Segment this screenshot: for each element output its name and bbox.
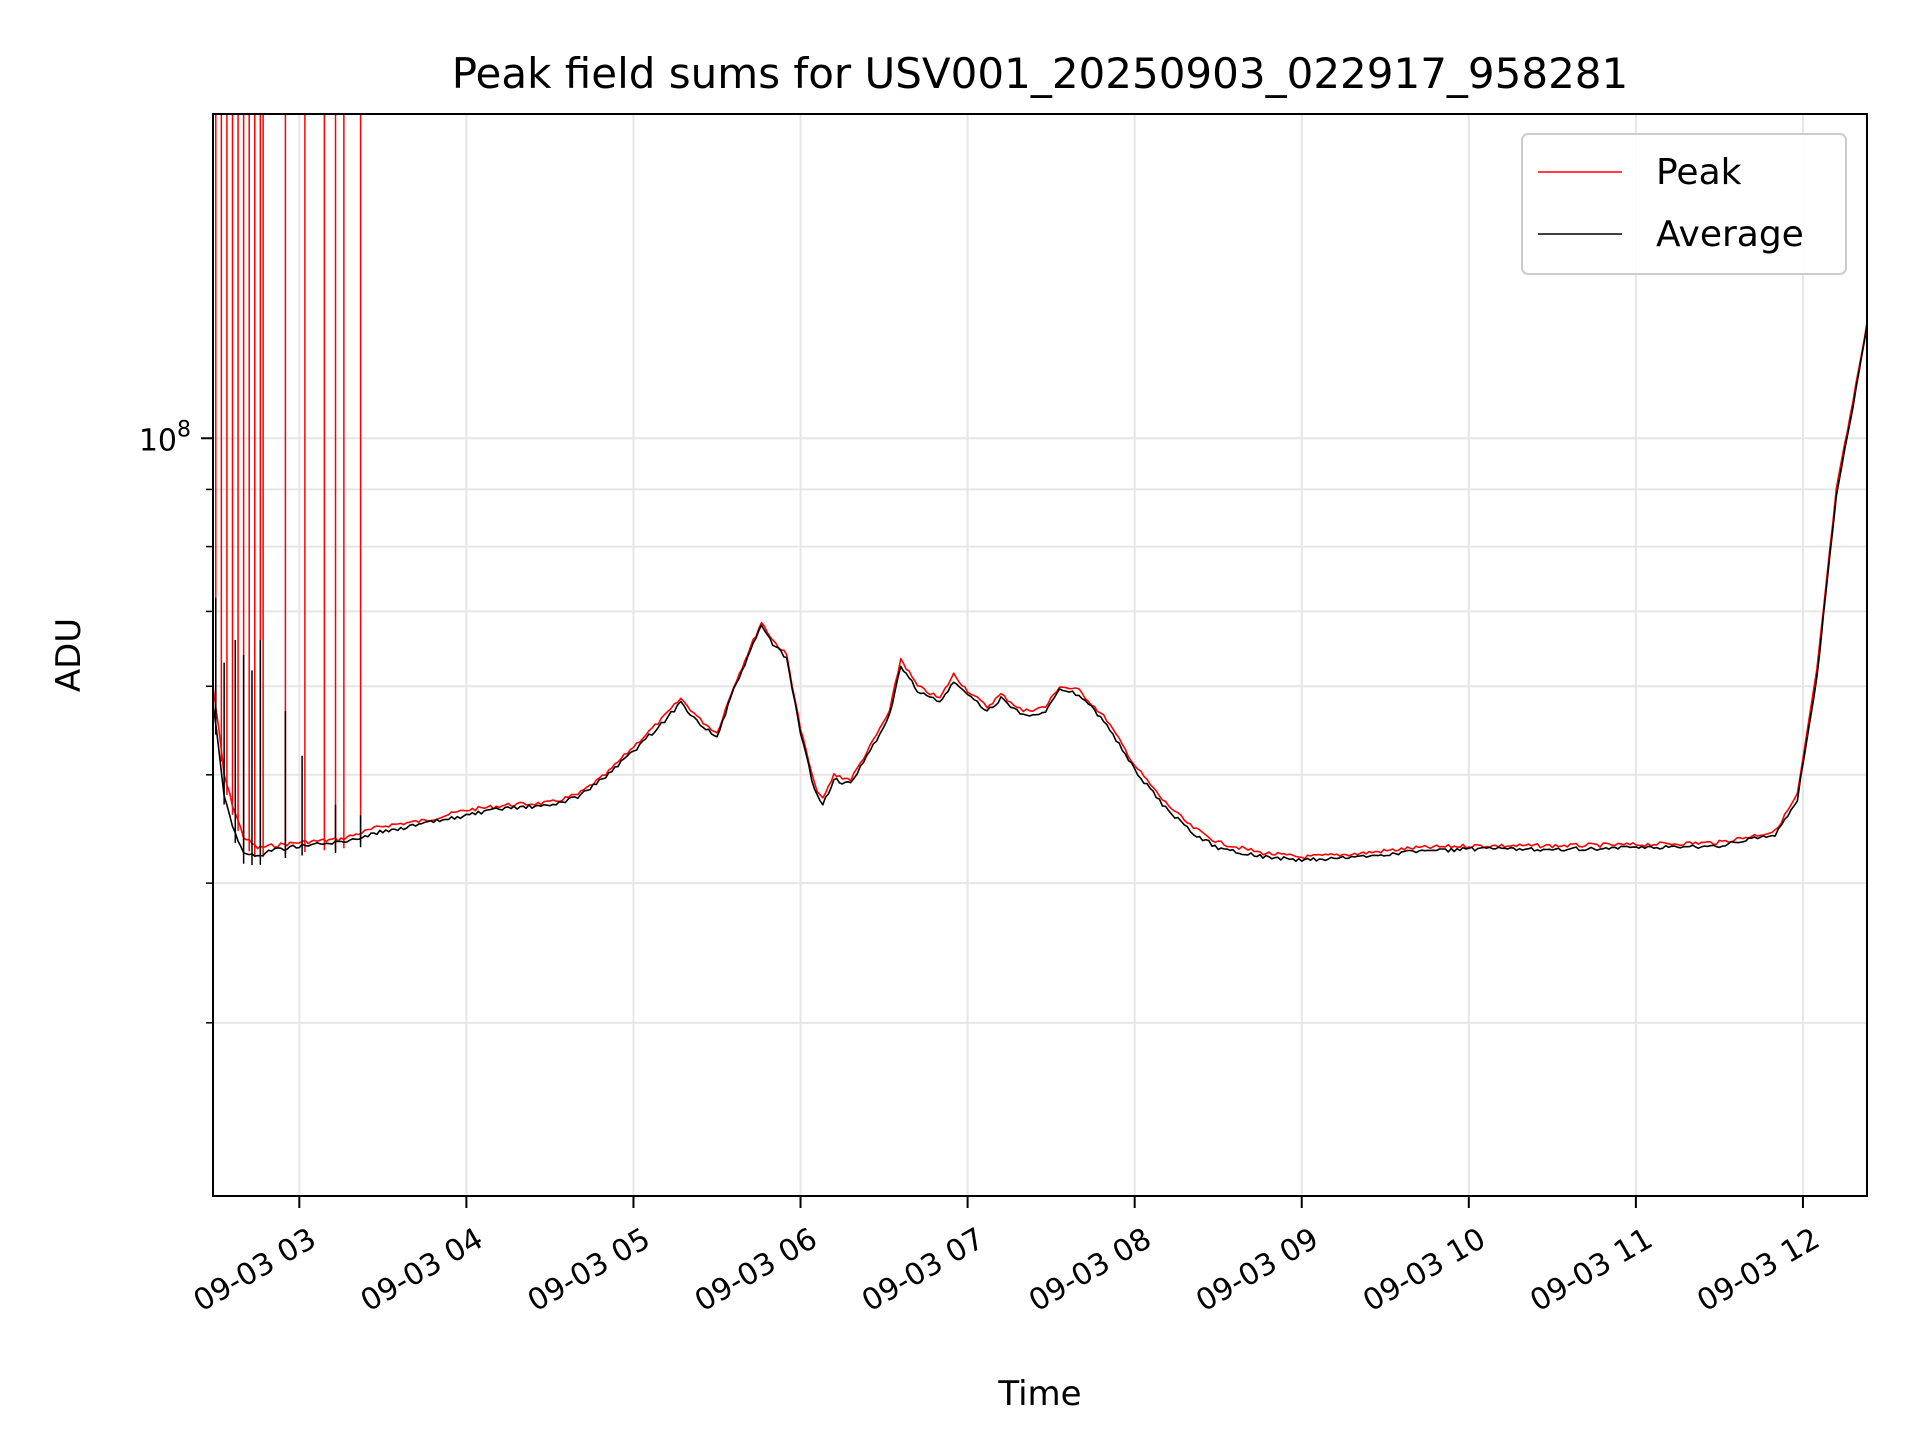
y-tick-label: 108 [139,417,191,458]
grid [213,114,1867,1196]
plot-frame [212,113,1868,1197]
series-line-average [213,325,1867,863]
legend-label-peak: Peak [1656,152,1742,193]
series-layer [213,114,1867,866]
legend: Peak Average [1521,133,1847,275]
x-axis-label: Time [997,1374,1081,1414]
chart-title: Peak field sums for USV001_20250903_0229… [452,49,1629,98]
series-average [213,325,1867,866]
series-line-peak [213,322,1867,860]
legend-box [1521,133,1847,275]
legend-label-average: Average [1656,214,1804,255]
y-axis-label: ADU [49,618,89,692]
y-axis: 108 [139,417,213,1024]
